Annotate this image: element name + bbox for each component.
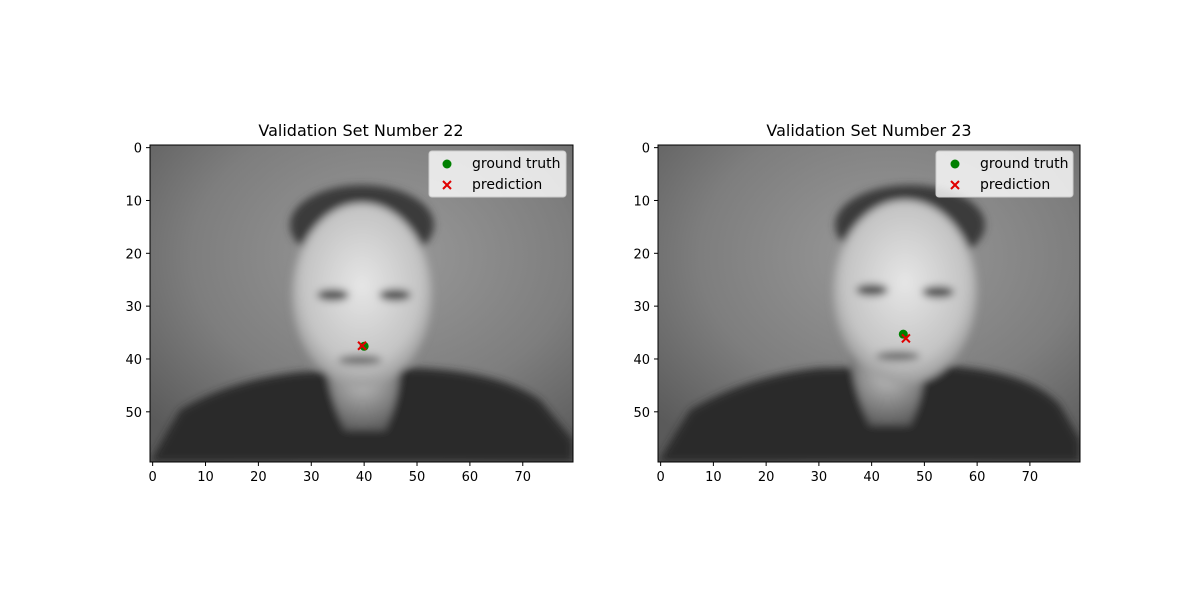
legend-marker-prediction	[442, 180, 452, 190]
legend-marker-ground-truth	[442, 159, 452, 169]
ground-truth-point	[359, 341, 369, 351]
legend: ground truth prediction	[935, 150, 1074, 198]
x-tick-label: 30	[811, 470, 828, 485]
x-tick-label: 20	[250, 470, 267, 485]
axes-frame	[149, 144, 574, 463]
y-tick-label: 40	[125, 353, 142, 368]
y-tick-label: 10	[633, 194, 650, 209]
legend-label-prediction: prediction	[980, 177, 1050, 193]
axes-frame	[657, 144, 1081, 463]
legend-label-ground-truth: ground truth	[980, 156, 1068, 172]
y-tick-label: 10	[125, 194, 142, 209]
marks-group	[898, 329, 911, 344]
x-tick-label: 0	[656, 470, 664, 485]
x-tick-label: 70	[514, 470, 531, 485]
x-tick-label: 0	[149, 470, 157, 485]
legend-marker-prediction	[950, 180, 960, 190]
x-tick-label: 50	[409, 470, 426, 485]
y-tick-label: 50	[125, 406, 142, 421]
x-tick-label: 20	[758, 470, 775, 485]
y-tick-label: 0	[642, 142, 650, 157]
legend-label-ground-truth: ground truth	[472, 156, 560, 172]
image-background	[150, 145, 573, 462]
chart-title: Validation Set Number 22	[258, 121, 463, 140]
legend: ground truth prediction	[428, 150, 567, 198]
ground-truth-point	[898, 329, 908, 339]
x-tick-label: 10	[705, 470, 722, 485]
x-tick-label: 60	[969, 470, 986, 485]
y-tick-label: 50	[633, 406, 650, 421]
chart-title: Validation Set Number 23	[766, 121, 971, 140]
prediction-point	[357, 341, 367, 351]
legend-marker-ground-truth	[950, 159, 960, 169]
x-tick-label: 70	[1022, 470, 1039, 485]
x-tick-label: 10	[197, 470, 214, 485]
axes-left: Validation Set Number 22 0 10 20 30 40 50 60 70…	[125, 121, 574, 485]
tick-group: 0 10 20 30 40 50 60 70 0 10 20 30 40 50	[633, 142, 1038, 485]
x-tick-label: 40	[356, 470, 373, 485]
x-tick-label: 60	[462, 470, 479, 485]
y-tick-label: 30	[633, 300, 650, 315]
y-tick-label: 30	[125, 300, 142, 315]
tick-group: 0 10 20 30 40 50 60 70 0 10 20 30 40 50	[125, 142, 531, 485]
marks-group	[357, 341, 369, 351]
y-tick-label: 20	[125, 247, 142, 262]
y-tick-label: 40	[633, 353, 650, 368]
y-tick-label: 20	[633, 247, 650, 262]
x-tick-label: 40	[863, 470, 880, 485]
x-tick-label: 50	[916, 470, 933, 485]
image-background	[658, 145, 1080, 462]
y-tick-label: 0	[134, 142, 142, 157]
prediction-point	[901, 333, 911, 344]
axes-right: Validation Set Number 23 0 10 20 30 40 50 60 70…	[633, 121, 1081, 485]
legend-label-prediction: prediction	[472, 177, 542, 193]
x-tick-label: 30	[303, 470, 320, 485]
